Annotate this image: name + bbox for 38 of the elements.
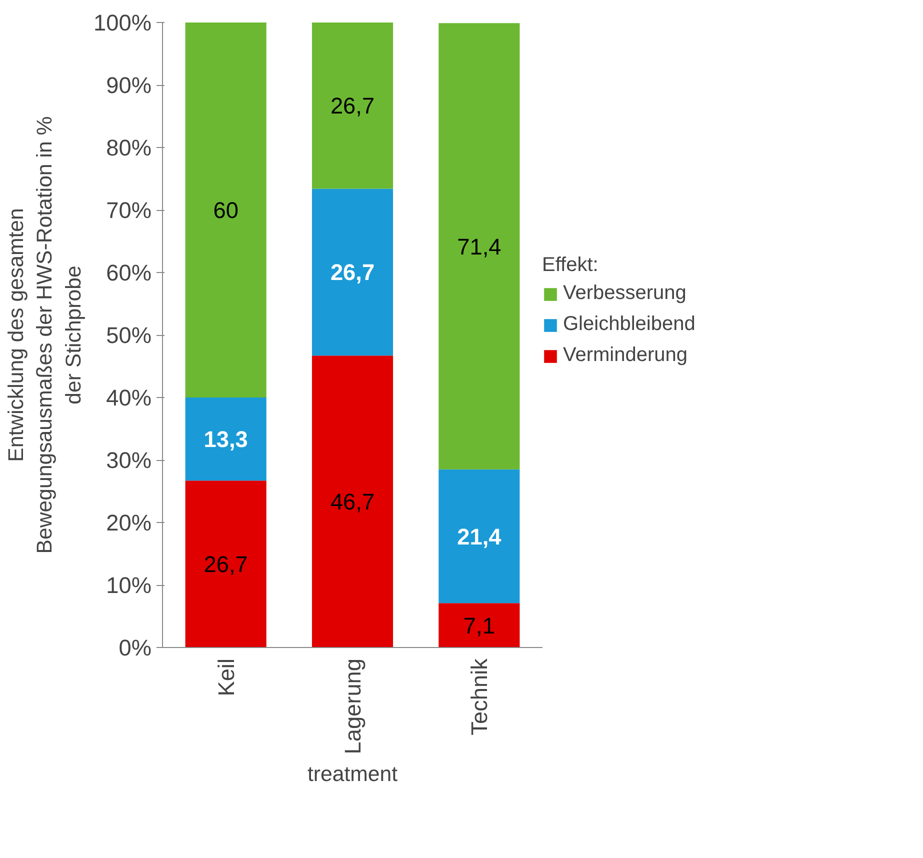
x-tick-label: Lagerung — [340, 658, 366, 754]
bar — [312, 356, 394, 648]
y-tick-label: 0% — [118, 634, 152, 660]
data-label: 21,4 — [457, 523, 502, 550]
y-tick-label: 10% — [106, 572, 152, 598]
y-tick-label: 80% — [106, 134, 152, 160]
y-tick-label: 30% — [106, 447, 152, 473]
bar — [438, 469, 520, 604]
data-label: 13,3 — [204, 426, 248, 452]
legend-label: Verbesserung — [563, 282, 686, 305]
bar — [185, 480, 266, 648]
y-tick-label: 50% — [106, 322, 152, 348]
y-tick-label: 90% — [106, 72, 152, 98]
x-axis-title: treatment — [307, 762, 398, 786]
y-tick-label: 60% — [106, 260, 152, 286]
legend-title: Effekt: — [542, 254, 600, 277]
x-tick-label: Technik — [466, 658, 492, 736]
data-label: 26,7 — [330, 92, 375, 118]
data-label: 7,1 — [463, 612, 495, 638]
legend-label: Verminderung — [563, 344, 688, 367]
data-label: 46,7 — [330, 488, 375, 515]
bar — [438, 23, 520, 470]
y-tick-label: 70% — [106, 197, 152, 223]
bar — [438, 603, 520, 648]
legend-label: Gleichbleibend — [563, 313, 696, 336]
bar — [312, 188, 394, 356]
data-label: 71,4 — [457, 233, 502, 260]
y-tick-label: 20% — [106, 510, 152, 536]
bar — [185, 398, 266, 481]
data-label: 26,7 — [330, 259, 375, 286]
data-label: 60 — [213, 197, 238, 223]
x-tick-label: Keil — [212, 658, 239, 696]
y-tick-label: 40% — [106, 384, 152, 410]
y-tick-label: 100% — [94, 10, 152, 36]
bar — [185, 22, 266, 398]
bar — [312, 22, 394, 189]
y-axis-title: Entwicklung des gesamten Bewegungsausmaßes der HWS-Rotation in % der Stichprobe — [4, 116, 86, 554]
data-label: 26,7 — [204, 551, 248, 578]
